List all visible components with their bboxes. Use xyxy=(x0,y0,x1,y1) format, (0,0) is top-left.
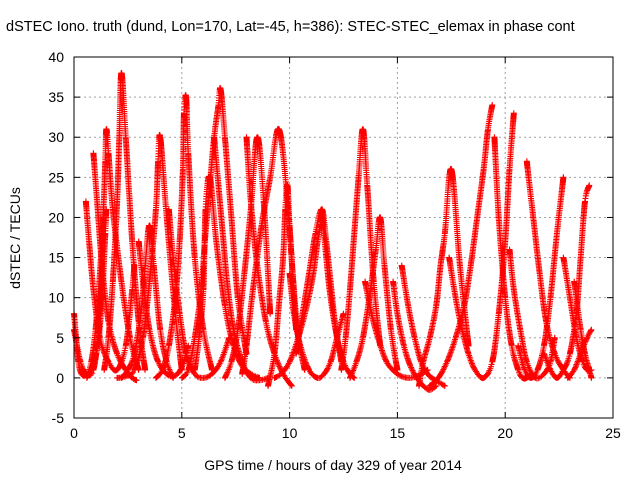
chart-title: dSTEC Iono. truth (dund, Lon=170, Lat=-4… xyxy=(6,19,575,35)
y-tick-label: -5 xyxy=(52,410,65,426)
y-tick-label: 25 xyxy=(48,169,64,185)
plus-markers xyxy=(135,238,192,380)
x-tick-label: 25 xyxy=(605,425,621,441)
y-tick-label: 20 xyxy=(48,209,64,225)
plus-markers xyxy=(426,102,496,389)
x-tick-label: 15 xyxy=(390,425,406,441)
series-trace xyxy=(101,70,149,373)
series-trace xyxy=(243,134,295,389)
plus-markers xyxy=(446,110,517,382)
x-tick-label: 0 xyxy=(70,425,78,441)
y-tick-label: 30 xyxy=(48,129,64,145)
plus-markers xyxy=(515,174,567,381)
series-trace xyxy=(338,126,384,373)
y-tick-label: 10 xyxy=(48,290,64,306)
plus-markers xyxy=(390,278,440,393)
plus-markers xyxy=(347,214,401,381)
x-tick-label: 20 xyxy=(497,425,513,441)
series-trace xyxy=(135,238,192,380)
series-trace xyxy=(347,214,401,381)
series-trace xyxy=(83,126,142,381)
plus-markers xyxy=(416,165,472,389)
plus-markers xyxy=(491,134,535,382)
series-trace xyxy=(506,246,558,382)
y-axis-label: dSTEC / TECUs xyxy=(7,187,23,289)
y-tick-label: 40 xyxy=(48,49,64,65)
plus-markers xyxy=(523,158,573,381)
plus-markers xyxy=(211,134,271,384)
plus-markers xyxy=(571,278,595,381)
series-trace xyxy=(564,326,595,381)
data-markers xyxy=(71,70,595,393)
plus-markers xyxy=(564,326,595,381)
plus-markers xyxy=(101,70,149,373)
plus-markers xyxy=(243,134,295,389)
plot-frame xyxy=(73,56,614,419)
x-tick-label: 5 xyxy=(178,425,186,441)
y-tick-label: 0 xyxy=(56,370,64,386)
x-tick-label: 10 xyxy=(282,425,298,441)
series-trace xyxy=(491,134,535,382)
series-trace xyxy=(446,110,517,382)
plus-markers xyxy=(318,206,358,381)
plus-markers xyxy=(506,246,558,382)
series-trace xyxy=(318,206,358,381)
plus-markers xyxy=(338,126,384,373)
series-trace xyxy=(571,278,595,381)
series-trace xyxy=(523,158,573,381)
axis-ticks: 0 5 10 15 20 25 -5 0 5 10 15 20 25 30 35 40 xyxy=(48,49,621,441)
y-tick-label: 35 xyxy=(48,89,64,105)
x-axis-label: GPS time / hours of day 329 of year 2014 xyxy=(204,457,462,473)
y-tick-label: 15 xyxy=(48,250,64,266)
plus-markers xyxy=(83,126,142,381)
series-trace xyxy=(416,165,472,389)
series-trace xyxy=(426,102,496,389)
series-trace xyxy=(211,134,271,384)
series-trace xyxy=(515,174,567,381)
y-tick-label: 5 xyxy=(56,330,64,346)
series-trace xyxy=(390,278,440,393)
